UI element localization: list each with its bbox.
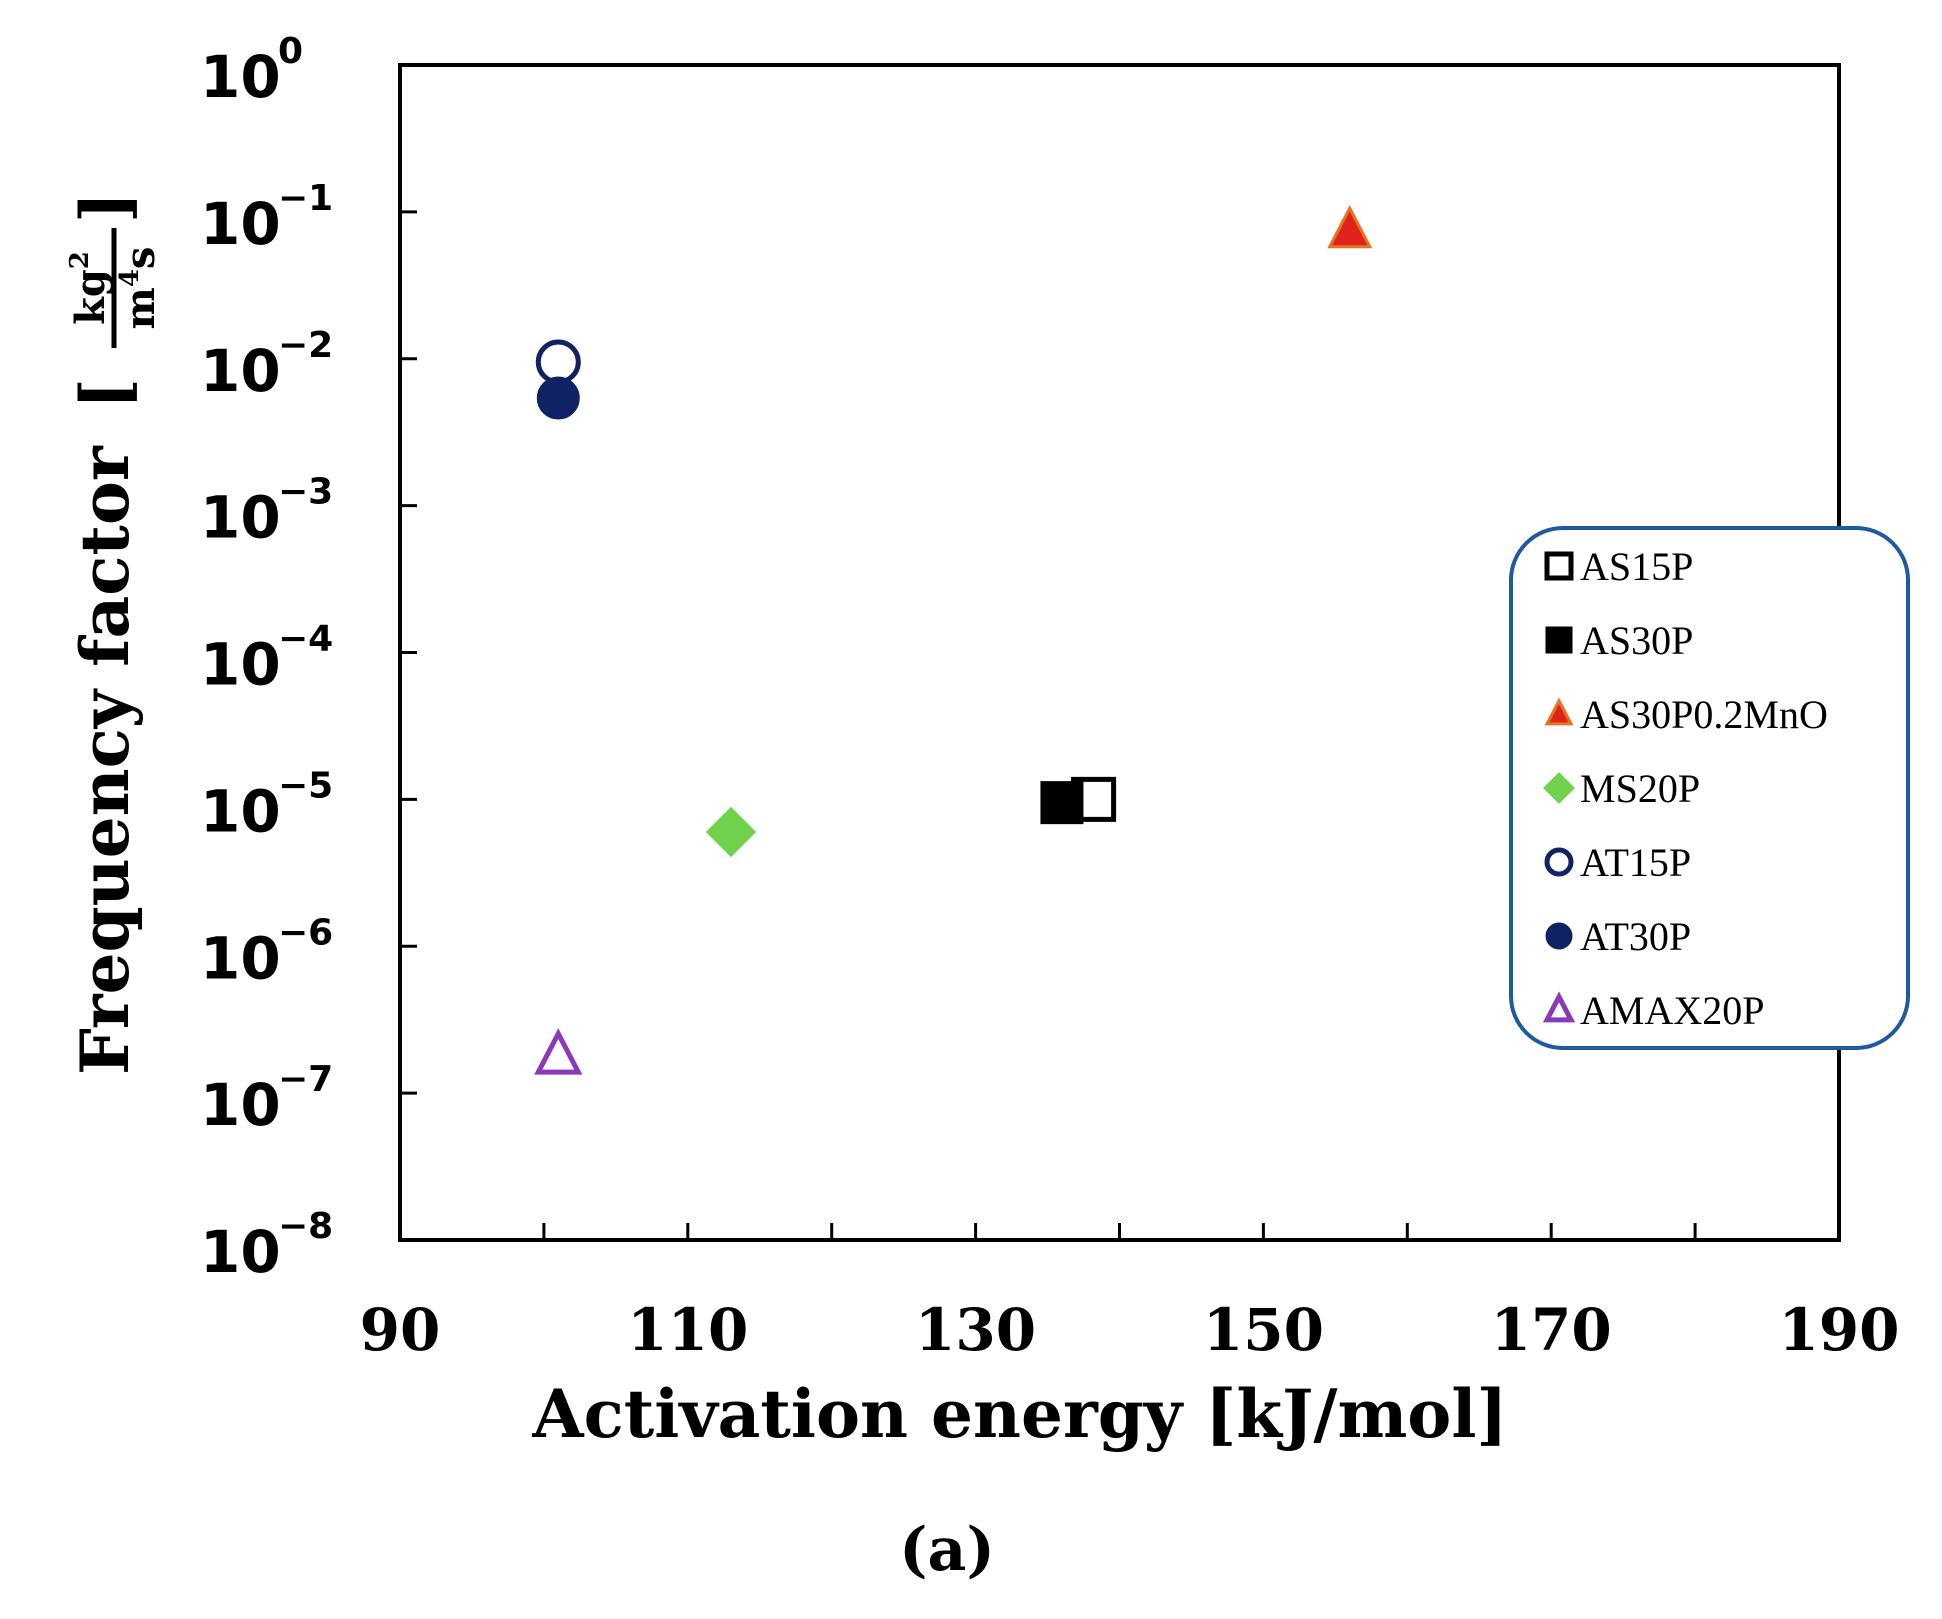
legend-marker [1545, 626, 1573, 654]
x-tick-label: 130 [915, 1296, 1036, 1364]
legend-item: MS20P [1543, 766, 1700, 811]
unit-numerator-exp: 2 [65, 251, 95, 269]
y-tick-label: 10 [200, 1218, 281, 1286]
svg-text:m4s: m4s [115, 247, 164, 330]
y-tick-label: 10 [200, 924, 281, 992]
x-axis-title: Activation energy [kJ/mol] [531, 1375, 1507, 1453]
x-tick-label: 90 [360, 1296, 441, 1364]
y-axis-unit-close: ] [66, 192, 144, 223]
legend-item: AT30P [1545, 914, 1691, 959]
y-axis-unit-open: [ [66, 378, 144, 409]
svg-text:Frequency factor [: Frequency factor [ [66, 378, 144, 1075]
x-tick-label: 190 [1778, 1296, 1899, 1364]
y-tick-label: 10 [200, 631, 281, 699]
y-tick-exponent: −7 [278, 1059, 333, 1100]
unit-denominator-tail: s [117, 247, 164, 270]
legend-label: AT15P [1580, 840, 1691, 885]
legend-label: AS15P [1580, 544, 1693, 589]
y-tick-label: 10 [200, 43, 281, 111]
x-axis-ticks: 90 110 130 150 170 190 [360, 1223, 1900, 1364]
y-tick-label: 10 [200, 777, 281, 845]
y-tick-label: 10 [200, 190, 281, 258]
data-points [534, 204, 1373, 1075]
y-tick-label: 10 [200, 484, 281, 552]
y-axis-title-text: Frequency factor [66, 445, 144, 1075]
y-tick-exponent: −5 [278, 765, 333, 806]
legend-item: AS15P [1544, 544, 1693, 589]
legend-label: AMAX20P [1580, 988, 1764, 1033]
y-tick-label: 10 [200, 1071, 281, 1139]
legend-marker [1544, 847, 1574, 877]
x-tick-label: 170 [1491, 1296, 1612, 1364]
legend-label: MS20P [1580, 766, 1700, 811]
data-point-as30p [1040, 781, 1084, 825]
data-point-as30p0-2mno [1327, 204, 1373, 249]
data-point-at15p [535, 339, 581, 385]
y-axis-title: Frequency factor [ kg2 m4s ] [65, 192, 164, 1075]
legend-label: AS30P [1580, 618, 1693, 663]
legend-marker [1542, 991, 1576, 1023]
x-tick-label: 110 [627, 1296, 748, 1364]
x-tick-label: 150 [1203, 1296, 1324, 1364]
legend-box [1509, 526, 1910, 1050]
y-tick-exponent: −3 [278, 472, 333, 513]
legend-marker [1544, 551, 1574, 581]
svg-text:kg2: kg2 [65, 251, 114, 325]
legend-marker [1543, 772, 1575, 804]
data-point-ms20p [705, 806, 757, 858]
y-tick-exponent: −4 [278, 619, 333, 660]
legend-item: AS30P0.2MnO [1544, 692, 1828, 737]
legend-marker [1545, 922, 1573, 950]
y-tick-exponent: −8 [278, 1206, 333, 1247]
y-tick-label: 10 [200, 337, 281, 405]
y-tick-exponent: −6 [278, 912, 333, 953]
panel-label: (a) [899, 1515, 995, 1585]
legend-label: AS30P0.2MnO [1580, 692, 1828, 737]
unit-denominator-exp: 4 [115, 269, 145, 287]
legend: AS15P AS30P AS30P0.2MnO MS20P AT15P AT30P AMAX… [1509, 526, 1910, 1050]
data-point-at30p [536, 376, 580, 420]
y-tick-exponent: −1 [278, 178, 333, 219]
y-tick-exponent: −2 [278, 325, 333, 366]
unit-numerator-base: kg [67, 269, 114, 325]
legend-item: AS30P [1545, 618, 1693, 663]
legend-label: AT30P [1580, 914, 1691, 959]
unit-denominator-base: m [117, 287, 164, 329]
y-tick-exponent: 0 [278, 31, 303, 72]
legend-marker [1544, 697, 1574, 726]
data-point-amax20p [534, 1028, 583, 1075]
y-axis-unit-fraction: kg2 m4s [65, 228, 164, 348]
legend-item: AMAX20P [1542, 988, 1764, 1033]
legend-item: AT15P [1544, 840, 1691, 885]
